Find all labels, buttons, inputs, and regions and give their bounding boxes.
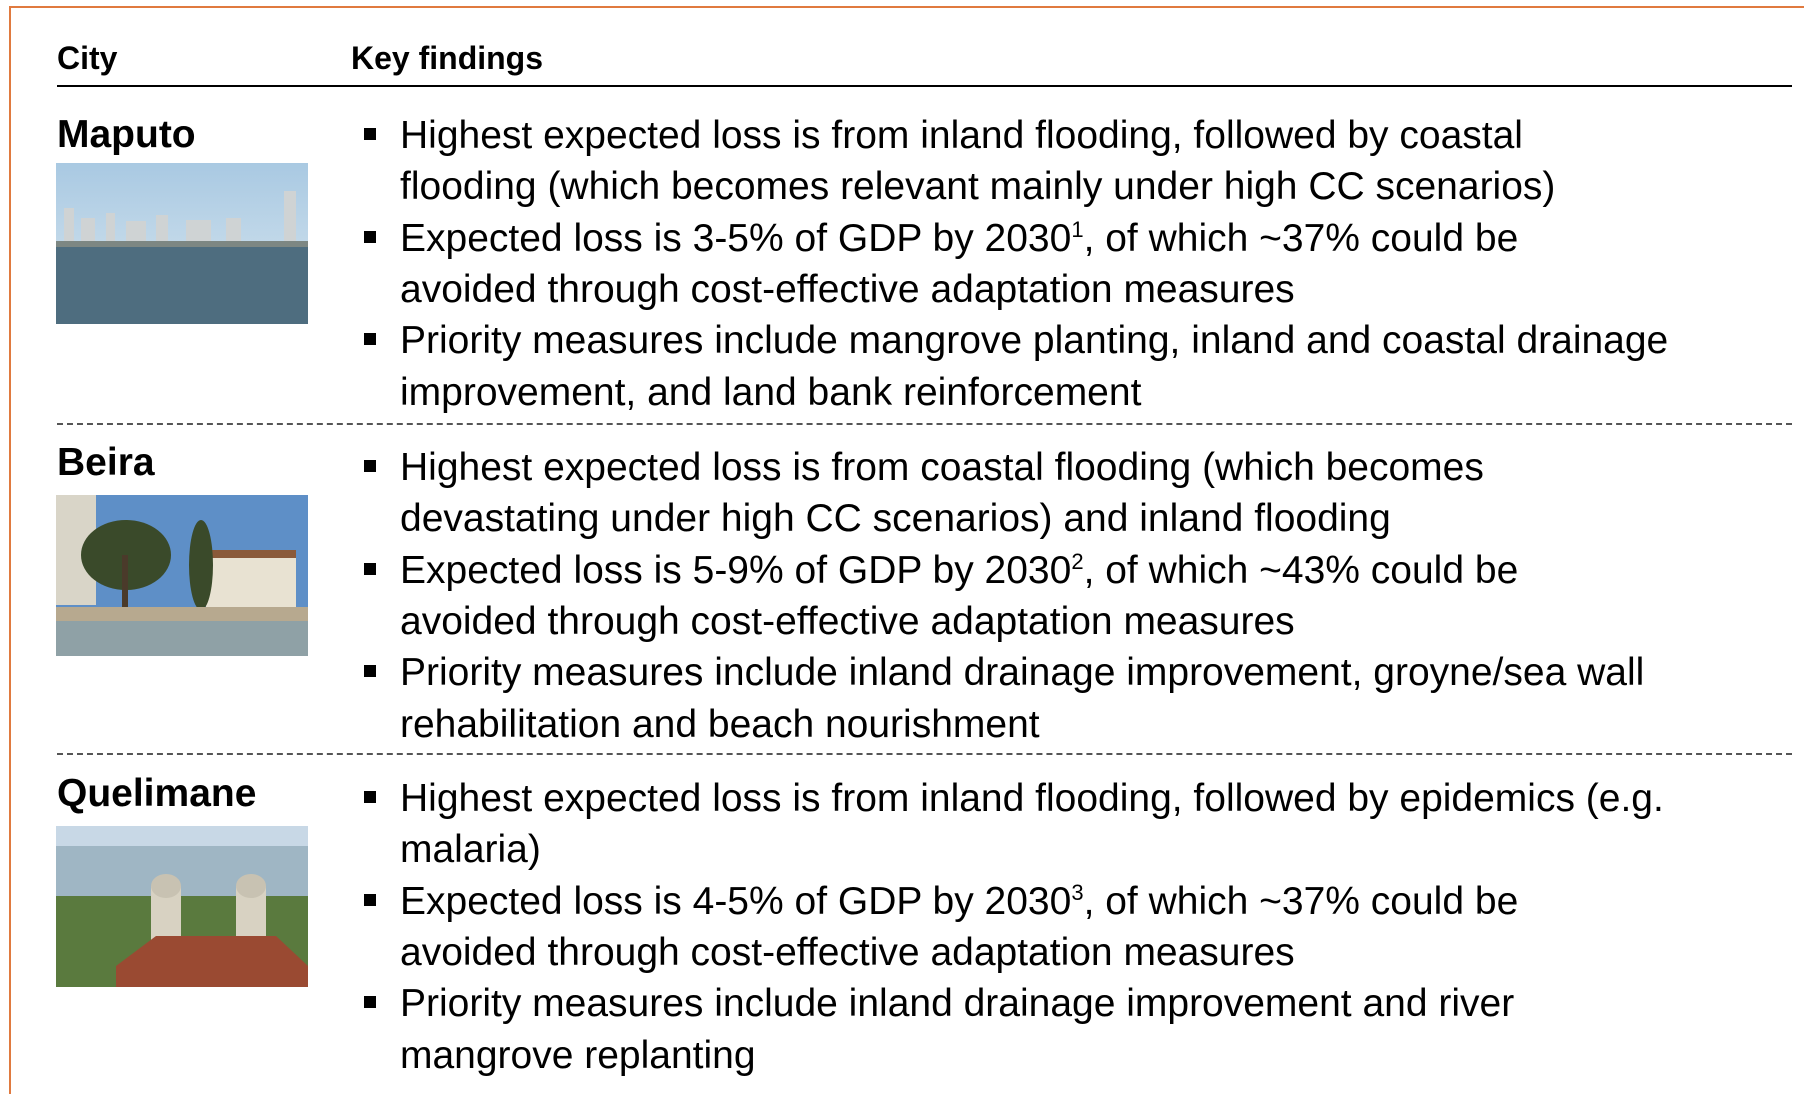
- header-city: City: [57, 40, 118, 76]
- city-name: Quelimane: [57, 772, 257, 815]
- bullet: [364, 562, 376, 575]
- finding-line: Priority measures include inland drainag…: [400, 982, 1515, 1026]
- text: Expected loss is 4-5% of GDP by 2030: [400, 879, 1072, 923]
- finding-line: flooding (which becomes relevant mainly …: [400, 165, 1556, 209]
- footnote-ref: 3: [1071, 879, 1084, 905]
- finding-line: Highest expected loss is from inland flo…: [400, 777, 1664, 820]
- city-photo: [56, 163, 308, 324]
- bullet: [364, 893, 376, 906]
- finding-line: Expected loss is 5-9% of GDP by 20302, o…: [400, 545, 1518, 597]
- finding-line: avoided through cost-effective adaptatio…: [400, 599, 1295, 643]
- finding-line: improvement, and land bank reinforcement: [400, 370, 1142, 414]
- finding-line: malaria): [400, 828, 541, 872]
- finding-line: avoided through cost-effective adaptatio…: [400, 267, 1295, 311]
- footnote-ref: 2: [1071, 548, 1084, 574]
- bullet: [364, 333, 376, 346]
- row-divider: [57, 423, 1792, 425]
- finding-line: Priority measures include inland drainag…: [400, 651, 1645, 695]
- finding-line: Highest expected loss is from inland flo…: [400, 114, 1523, 157]
- finding-line: Highest expected loss is from coastal fl…: [400, 446, 1484, 489]
- text: Expected loss is 5-9% of GDP by 2030: [400, 548, 1072, 592]
- text: Expected loss is 3-5% of GDP by 2030: [400, 216, 1072, 260]
- city-photo: [56, 495, 308, 656]
- header-rule: [57, 85, 1792, 87]
- finding-line: Expected loss is 3-5% of GDP by 20301, o…: [400, 213, 1518, 265]
- bullet: [364, 665, 376, 678]
- finding-line: mangrove replanting: [400, 1033, 756, 1077]
- row-divider: [57, 753, 1792, 755]
- city-name: Maputo: [57, 113, 196, 156]
- finding-line: rehabilitation and beach nourishment: [400, 702, 1040, 746]
- bullet: [364, 996, 376, 1009]
- bullet: [364, 230, 376, 243]
- header-findings: Key findings: [351, 40, 544, 76]
- finding-line: Expected loss is 4-5% of GDP by 20303, o…: [400, 876, 1518, 928]
- text: , of which ~37% could be: [1083, 879, 1519, 923]
- text: , of which ~37% could be: [1083, 216, 1519, 260]
- bullet: [364, 460, 376, 472]
- finding-line: devastating under high CC scenarios) and…: [400, 497, 1391, 541]
- text: , of which ~43% could be: [1083, 548, 1519, 592]
- bullet: [364, 791, 376, 803]
- city-photo: [56, 826, 308, 987]
- bullet: [364, 128, 376, 140]
- footnote-ref: 1: [1071, 216, 1084, 242]
- finding-line: Priority measures include mangrove plant…: [400, 319, 1669, 363]
- frame: [9, 6, 1804, 1094]
- finding-line: avoided through cost-effective adaptatio…: [400, 930, 1295, 974]
- city-name: Beira: [57, 441, 155, 484]
